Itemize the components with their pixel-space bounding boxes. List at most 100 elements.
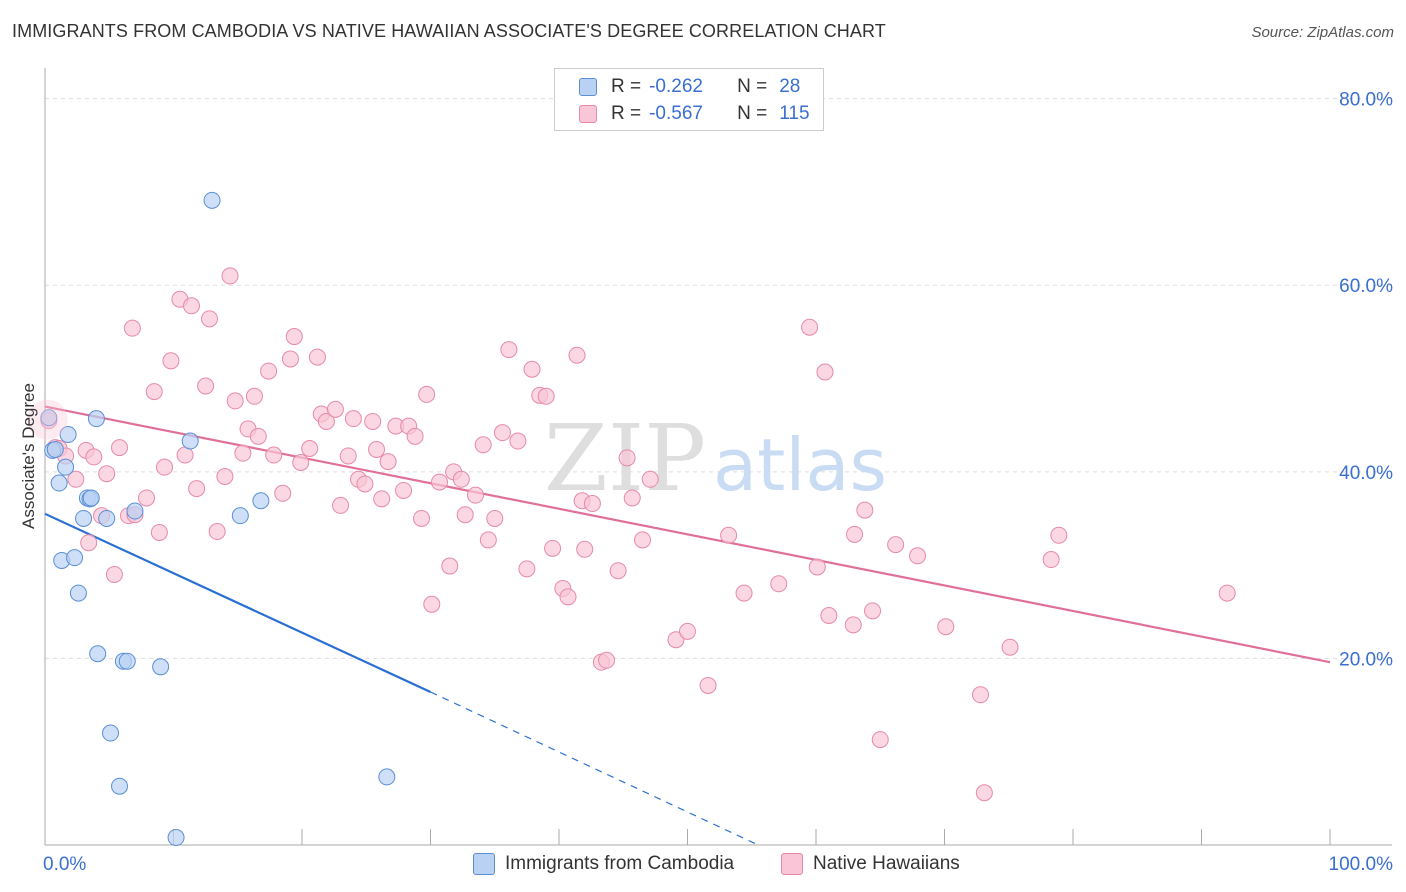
trend-line-hawaiian [44,405,1331,664]
point-hawaiian [466,486,484,504]
legend-r-label: R = [611,103,642,124]
bottom-legend-swatch-pink [781,853,803,875]
point-hawaiian [568,346,586,364]
point-hawaiian [265,446,283,464]
point-hawaiian [285,328,303,346]
point-hawaiian [609,562,627,580]
point-hawaiian [937,618,955,636]
point-cambodia [167,829,185,847]
correlation-legend: R = -0.262 N = 28 R = -0.567 N = 115 [554,68,824,131]
legend-swatch-pink [579,105,597,123]
point-hawaiian [344,410,362,428]
point-hawaiian [583,495,601,513]
point-cambodia [46,440,64,458]
point-hawaiian [559,588,577,606]
point-hawaiian [699,676,717,694]
legend-r-value: -0.262 [649,76,703,97]
point-hawaiian [679,622,696,640]
bottom-legend-hawaiian: Native Hawaiians [781,851,960,877]
legend-n-label: N = [737,103,768,124]
point-hawaiian [182,297,200,315]
gridlines [45,98,1392,659]
axes [44,68,1392,846]
point-hawaiian [971,686,989,704]
point-hawaiian [844,616,862,634]
point-hawaiian [523,360,541,378]
point-hawaiian [326,400,344,418]
point-cambodia [82,489,100,507]
watermark-atlas: atlas [713,423,887,507]
cluster-marker [27,399,68,440]
point-hawaiian [197,377,215,395]
point-cambodia [126,502,144,520]
point-hawaiian [623,489,641,507]
point-hawaiian [871,731,889,749]
point-hawaiian [308,348,326,366]
point-hawaiian [226,392,244,410]
point-hawaiian [80,534,98,552]
point-hawaiian [245,387,263,405]
point-cambodia [378,768,396,786]
point-hawaiian [301,440,319,458]
point-hawaiian [1218,584,1236,602]
point-hawaiian [339,447,357,465]
point-hawaiian [150,523,168,541]
point-hawaiian [200,310,218,328]
point-hawaiian [537,387,555,405]
point-hawaiian [111,439,129,457]
legend-r-label: R = [611,76,642,97]
point-hawaiian [1001,638,1019,656]
point-hawaiian [1042,551,1060,569]
point-hawaiian [479,531,497,549]
point-hawaiian [486,509,504,527]
point-cambodia [118,652,136,670]
point-hawaiian [801,318,819,336]
point-hawaiian [188,480,206,498]
point-hawaiian [856,501,874,519]
point-hawaiian [138,489,156,507]
point-hawaiian [846,525,864,543]
point-hawaiian [975,784,993,802]
y-tick-label: 60.0% [1339,276,1393,297]
point-cambodia [69,584,87,602]
point-cambodia [87,410,105,428]
point-hawaiian [105,565,123,583]
point-hawaiian [413,509,431,527]
bottom-legend-swatch-blue [473,853,495,875]
legend-n-value: 115 [779,103,810,124]
legend-row-hawaiian: R = -0.567 N = 115 [579,101,810,127]
point-cambodia [111,777,129,795]
point-hawaiian [909,547,927,565]
point-hawaiian [356,475,374,493]
trend-line-cambodia [44,512,431,693]
point-cambodia [59,426,77,444]
point-hawaiian [123,319,141,337]
point-cambodia [252,492,270,510]
point-cambodia [231,507,249,525]
point-hawaiian [379,453,397,471]
point-hawaiian [864,602,882,620]
y-tick-label: 20.0% [1339,649,1393,670]
point-hawaiian [332,496,350,514]
point-hawaiian [208,523,226,541]
x-tick-label: 0.0% [43,854,86,875]
point-hawaiian [317,412,335,430]
point-hawaiian [145,383,163,401]
point-hawaiian [887,536,905,554]
axis-labels: 20.0% 40.0% 60.0% 80.0% 0.0% 100.0% Associate'… [19,90,1393,875]
y-tick-label: 40.0% [1339,463,1393,484]
point-hawaiian [509,432,527,450]
source-label: Source: ZipAtlas.com [1251,24,1394,41]
point-hawaiian [249,427,267,445]
point-hawaiian [216,467,234,485]
point-hawaiian [544,539,562,557]
point-hawaiian [452,470,470,488]
point-hawaiian [221,267,239,285]
bottom-legend-label-hawaiian: Native Hawaiians [813,853,960,874]
point-hawaiian [373,490,391,508]
point-hawaiian [667,631,685,649]
point-cambodia [57,458,75,476]
point-hawaiian [368,440,386,458]
point-hawaiian [474,436,492,454]
point-hawaiian [98,465,116,483]
